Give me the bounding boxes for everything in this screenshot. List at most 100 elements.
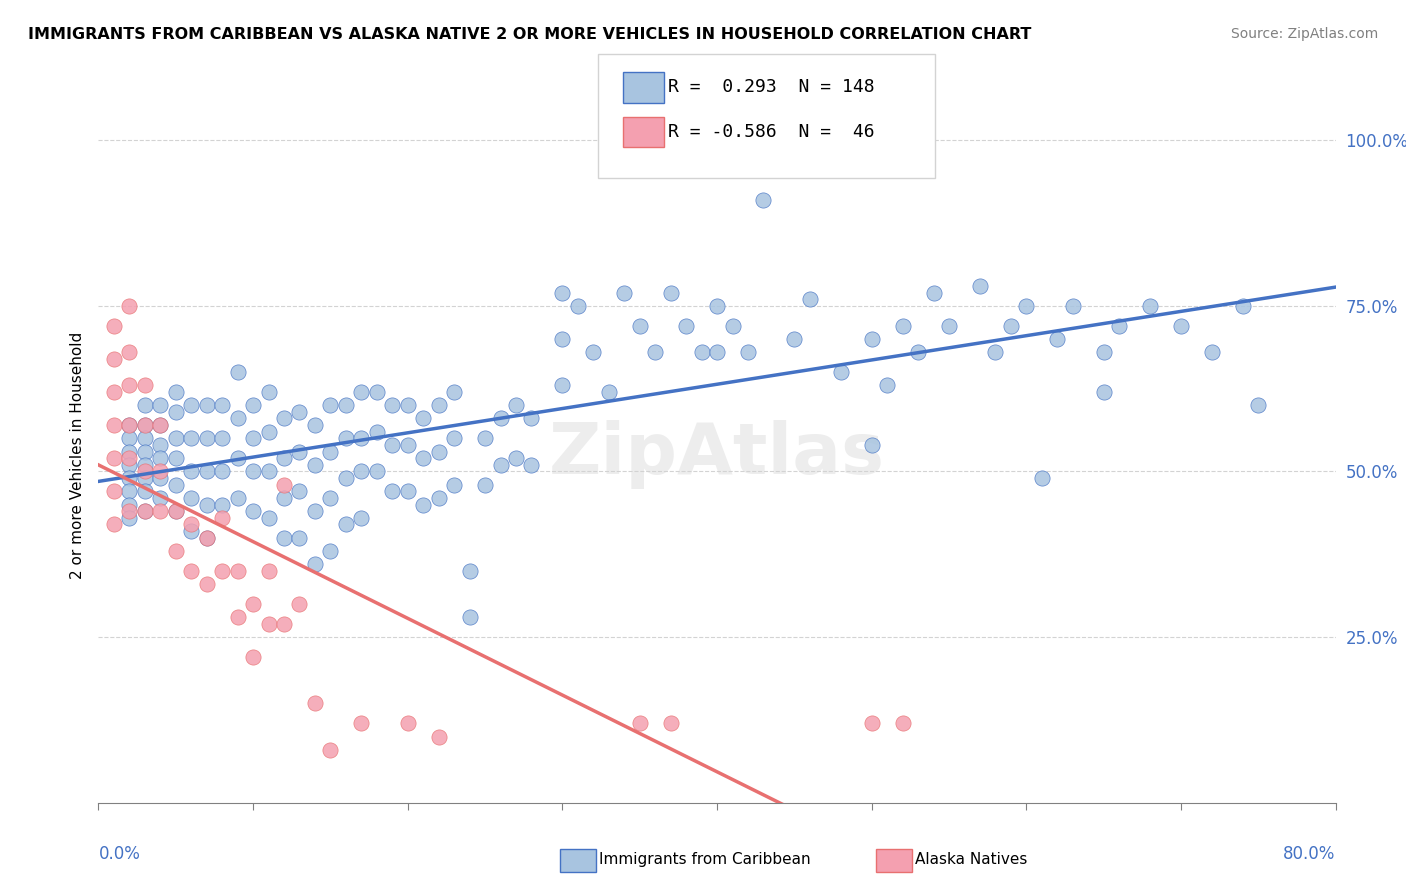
Point (443, 431, 465, 445)
Point (288, 484, 311, 499)
Point (165, 504, 187, 518)
Point (195, 531, 218, 545)
Point (1108, 318, 1130, 333)
Point (257, 384, 280, 399)
Point (257, 564, 280, 578)
Point (458, 610, 481, 624)
Point (134, 418, 156, 433)
Point (984, 345, 1007, 359)
Text: R = -0.586  N =  46: R = -0.586 N = 46 (668, 123, 875, 141)
Point (628, 716, 651, 731)
Point (551, 285, 574, 300)
Point (273, 477, 295, 491)
Point (273, 531, 295, 545)
Point (118, 451, 141, 466)
Point (118, 299, 141, 313)
Point (118, 444, 141, 458)
Point (134, 504, 156, 518)
Point (288, 531, 311, 545)
Point (149, 465, 172, 479)
Point (721, 318, 744, 333)
Point (195, 465, 218, 479)
Point (1139, 299, 1161, 313)
Point (149, 418, 172, 433)
Point (304, 418, 326, 433)
Point (396, 398, 419, 412)
Point (195, 431, 218, 445)
Point (335, 431, 357, 445)
Point (598, 384, 620, 399)
Point (350, 465, 373, 479)
Text: Immigrants from Caribbean: Immigrants from Caribbean (599, 853, 811, 867)
Point (211, 465, 233, 479)
Point (427, 491, 450, 505)
Point (335, 471, 357, 485)
Point (149, 451, 172, 466)
Point (1031, 471, 1053, 485)
Point (1046, 332, 1069, 346)
Point (366, 425, 388, 439)
Point (381, 438, 404, 452)
Point (891, 716, 914, 731)
Point (551, 378, 574, 392)
Point (1000, 318, 1022, 333)
Point (134, 418, 156, 433)
Point (195, 577, 218, 591)
Point (783, 332, 806, 346)
Point (180, 524, 202, 538)
Point (118, 471, 141, 485)
Point (118, 458, 141, 472)
Point (226, 451, 249, 466)
Point (938, 318, 960, 333)
Point (319, 398, 342, 412)
Point (830, 365, 852, 379)
Point (907, 345, 929, 359)
Point (103, 484, 125, 499)
Point (489, 458, 512, 472)
Point (304, 458, 326, 472)
Point (118, 511, 141, 525)
Point (304, 697, 326, 711)
Y-axis label: 2 or more Vehicles in Household: 2 or more Vehicles in Household (69, 331, 84, 579)
Point (165, 504, 187, 518)
Point (335, 398, 357, 412)
Point (134, 398, 156, 412)
Point (288, 405, 311, 419)
Point (1092, 345, 1115, 359)
Point (149, 491, 172, 505)
Point (319, 544, 342, 558)
Point (180, 517, 202, 532)
Point (118, 484, 141, 499)
Point (180, 431, 202, 445)
Point (211, 564, 233, 578)
Point (242, 398, 264, 412)
Point (211, 511, 233, 525)
Point (242, 504, 264, 518)
Point (474, 477, 496, 491)
Point (396, 716, 419, 731)
Point (118, 431, 141, 445)
Point (319, 491, 342, 505)
Point (134, 431, 156, 445)
Point (659, 285, 682, 300)
Point (180, 398, 202, 412)
Point (242, 465, 264, 479)
Point (195, 498, 218, 512)
Point (180, 465, 202, 479)
Point (366, 384, 388, 399)
Point (458, 564, 481, 578)
Point (350, 384, 373, 399)
Point (706, 345, 728, 359)
Point (628, 318, 651, 333)
Point (257, 425, 280, 439)
Point (226, 491, 249, 505)
Point (350, 511, 373, 525)
Point (165, 451, 187, 466)
Point (242, 650, 264, 665)
Point (103, 517, 125, 532)
Point (969, 279, 991, 293)
Point (1170, 318, 1192, 333)
Point (876, 378, 898, 392)
Point (180, 491, 202, 505)
Point (103, 318, 125, 333)
